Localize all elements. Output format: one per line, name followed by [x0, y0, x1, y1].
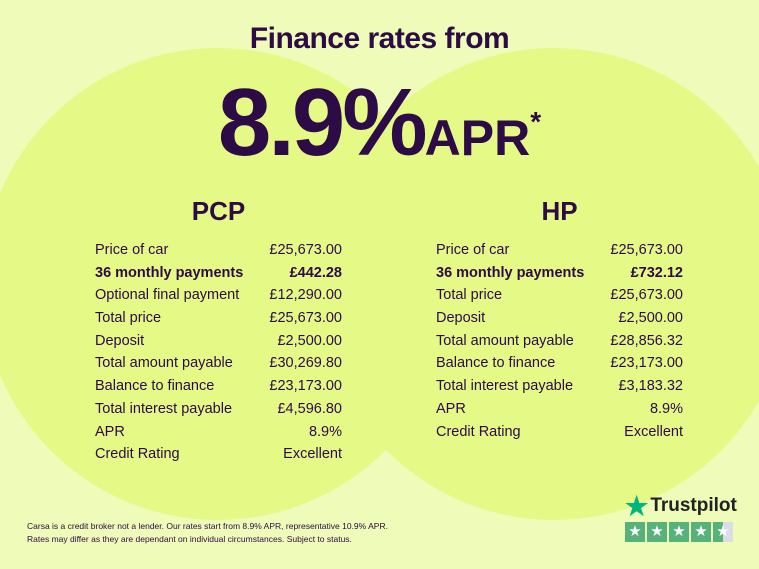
- row-label: Balance to finance: [436, 355, 556, 372]
- table-row: Price of car £25,673.00: [436, 239, 683, 262]
- row-label: Total price: [436, 287, 503, 304]
- table-row: Balance to finance £23,173.00: [436, 352, 683, 375]
- disclaimer-line-2: Rates may differ as they are dependant o…: [27, 534, 352, 544]
- row-label: Deposit: [436, 310, 486, 327]
- table-row: Credit Rating Excellent: [436, 421, 683, 444]
- rate-value: 8.9%: [217, 69, 428, 176]
- row-value: £23,173.00: [269, 378, 342, 395]
- table-row: Optional final payment £12,290.00: [95, 284, 342, 307]
- row-value: £2,500.00: [277, 332, 342, 349]
- row-value: Excellent: [624, 423, 683, 440]
- rating-star-icon: ★: [691, 522, 711, 542]
- table-row: Total interest payable £4,596.80: [95, 398, 342, 421]
- hp-title: HP: [541, 196, 578, 226]
- table-row: APR 8.9%: [436, 398, 683, 421]
- pcp-title: PCP: [191, 196, 246, 226]
- headline-title: Finance rates from: [249, 22, 510, 55]
- row-label: 36 monthly payments: [95, 264, 244, 281]
- row-value: £30,269.80: [269, 355, 342, 372]
- row-label: Price of car: [95, 242, 169, 258]
- row-value: £23,173.00: [610, 355, 683, 372]
- trustpilot-star-icon: ★: [625, 491, 649, 521]
- headline-rate: 8.9%APR*: [0, 68, 759, 178]
- row-label: APR: [95, 423, 125, 440]
- trustpilot-name: Trustpilot: [650, 495, 737, 516]
- row-label: APR: [436, 400, 466, 417]
- disclaimer-line-1: Carsa is a credit broker not a lender. O…: [27, 521, 388, 531]
- row-value: £25,673.00: [610, 242, 683, 258]
- apr-label: APR: [424, 110, 531, 166]
- trustpilot-rating: ★ ★ ★ ★ ★: [625, 522, 737, 542]
- row-label: Total interest payable: [436, 378, 574, 395]
- row-value: £3,183.32: [618, 378, 683, 395]
- table-row: Total price £25,673.00: [95, 307, 342, 330]
- asterisk: *: [530, 106, 542, 137]
- row-label: 36 monthly payments: [436, 264, 585, 281]
- row-value: £28,856.32: [610, 332, 683, 349]
- row-label: Optional final payment: [95, 287, 240, 304]
- row-label: Credit Rating: [95, 446, 180, 463]
- row-value: £2,500.00: [618, 310, 683, 327]
- table-row: Total price £25,673.00: [436, 284, 683, 307]
- rating-star-icon: ★: [625, 522, 645, 542]
- row-label: Deposit: [95, 332, 145, 349]
- row-value: £25,673.00: [269, 310, 342, 327]
- row-value: £732.12: [630, 264, 683, 281]
- row-label: Balance to finance: [95, 378, 215, 395]
- row-label: Total amount payable: [436, 332, 574, 349]
- row-label: Total interest payable: [95, 400, 233, 417]
- table-row: Price of car £25,673.00: [95, 239, 342, 262]
- table-row: Total amount payable £28,856.32: [436, 330, 683, 353]
- hp-table: HP Price of car £25,673.00 36 monthly payme…: [436, 196, 683, 443]
- row-value: 8.9%: [649, 400, 683, 417]
- row-label: Credit Rating: [436, 423, 521, 440]
- row-label: Price of car: [436, 242, 510, 258]
- row-value: £442.28: [289, 264, 342, 281]
- decor-circle-right: [318, 48, 759, 520]
- table-row: Credit Rating Excellent: [95, 443, 342, 466]
- row-value: £25,673.00: [610, 287, 683, 304]
- row-value: 8.9%: [308, 423, 342, 440]
- table-row: Balance to finance £23,173.00: [95, 375, 342, 398]
- row-value: £25,673.00: [269, 242, 342, 258]
- table-row: 36 monthly payments £442.28: [95, 262, 342, 285]
- row-value: Excellent: [283, 446, 342, 463]
- table-row: Total interest payable £3,183.32: [436, 375, 683, 398]
- table-row: Deposit £2,500.00: [436, 307, 683, 330]
- row-label: Total amount payable: [95, 355, 233, 372]
- row-value: £4,596.80: [277, 400, 342, 417]
- table-row: 36 monthly payments £732.12: [436, 262, 683, 285]
- row-label: Total price: [95, 310, 162, 327]
- table-row: APR 8.9%: [95, 421, 342, 444]
- pcp-table: PCP Price of car £25,673.00 36 monthly paym…: [95, 196, 342, 466]
- rating-half-star-icon: ★: [713, 522, 733, 542]
- rating-star-icon: ★: [669, 522, 689, 542]
- row-value: £12,290.00: [269, 287, 342, 304]
- table-row: Total amount payable £30,269.80: [95, 352, 342, 375]
- rating-star-icon: ★: [647, 522, 667, 542]
- trustpilot-badge: ★ Trustpilot ★ ★ ★ ★ ★: [625, 491, 737, 542]
- table-row: Deposit £2,500.00: [95, 330, 342, 353]
- disclaimer: Carsa is a credit broker not a lender. O…: [27, 520, 388, 546]
